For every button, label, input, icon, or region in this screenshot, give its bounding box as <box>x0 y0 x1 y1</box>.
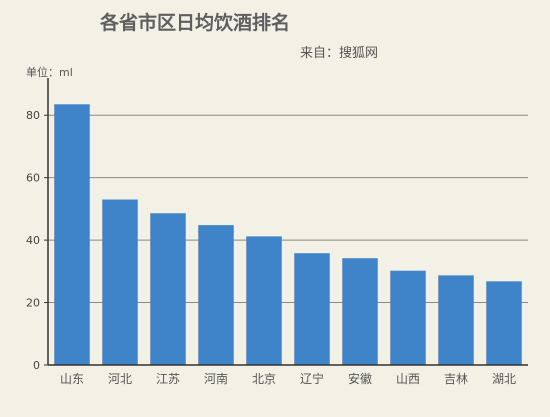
x-category-label: 吉林 <box>444 372 468 386</box>
x-category-label: 安徽 <box>348 371 372 386</box>
bar-辽宁 <box>294 253 330 365</box>
y-tick-label: 0 <box>33 359 40 372</box>
y-tick-label: 40 <box>26 234 40 247</box>
bars <box>54 104 522 366</box>
x-category-label: 河北 <box>108 372 132 386</box>
y-tick-label: 80 <box>26 109 40 122</box>
x-category-label: 湖北 <box>492 371 516 386</box>
x-category-label: 山西 <box>396 372 420 386</box>
x-category-label: 山东 <box>60 372 84 386</box>
bar-河南 <box>198 225 234 365</box>
bar-山西 <box>390 270 426 365</box>
chart-title: 各省市区日均饮酒排名 <box>99 12 290 34</box>
y-tick-label: 20 <box>26 297 40 310</box>
y-axis-ticks: 0 20 40 60 80 <box>26 109 48 372</box>
bar-安徽 <box>342 258 378 365</box>
x-axis-categories: 山东 河北 江苏 河南 北京 辽宁 安徽 山西 吉林 湖北 <box>60 371 516 386</box>
x-category-label: 辽宁 <box>300 371 324 386</box>
x-category-label: 北京 <box>252 372 276 386</box>
bar-湖北 <box>486 281 522 365</box>
bar-河北 <box>102 199 138 365</box>
bar-山东 <box>54 104 90 366</box>
y-axis-unit-label: 单位：ml <box>26 66 73 79</box>
bar-江苏 <box>150 213 186 365</box>
chart-subtitle: 来自：搜狐网 <box>300 46 379 61</box>
bar-北京 <box>246 236 282 365</box>
x-category-label: 河南 <box>204 371 228 386</box>
y-tick-label: 60 <box>26 172 40 185</box>
x-category-label: 江苏 <box>156 372 180 386</box>
bar-吉林 <box>438 275 474 365</box>
